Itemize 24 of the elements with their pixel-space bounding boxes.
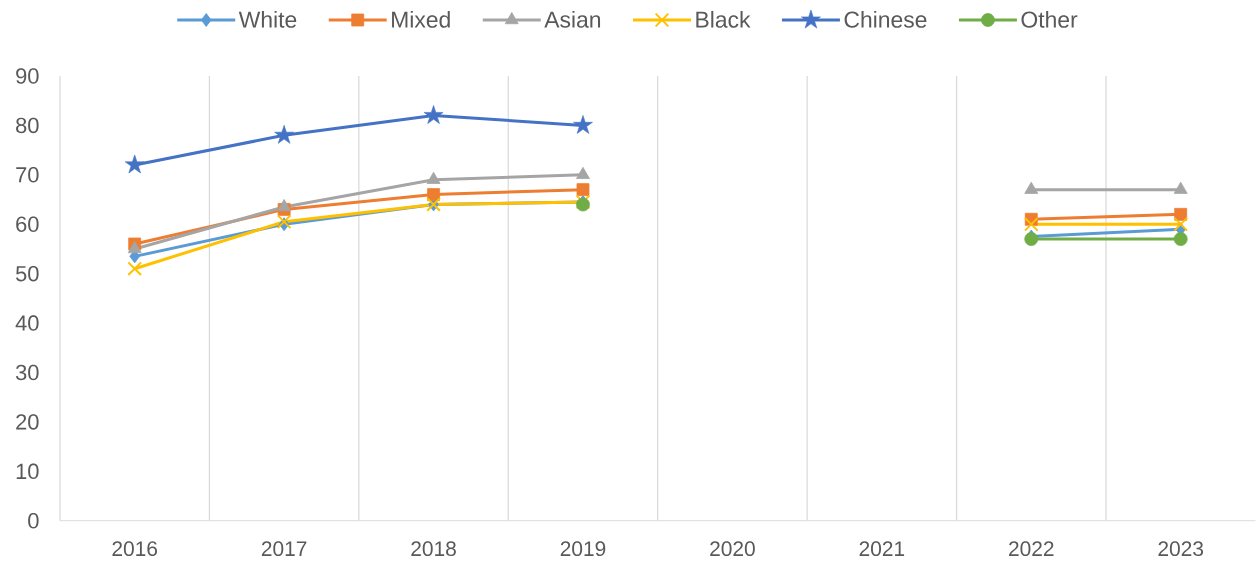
y-tick-label: 80 — [16, 117, 39, 134]
y-tick-label: 70 — [16, 167, 39, 183]
legend-label: Black — [696, 11, 751, 28]
y-tick-label: 90 — [16, 68, 39, 84]
x-tick-label: 2020 — [710, 541, 755, 557]
y-tick-label: 20 — [16, 414, 39, 430]
y-tick-label: 10 — [16, 463, 39, 480]
x-tick-label: 2018 — [411, 541, 456, 557]
y-tick-label: 40 — [15, 315, 39, 331]
x-tick-label: 2016 — [112, 541, 158, 557]
legend-label: Asian — [544, 11, 601, 28]
legend-label: Mixed — [392, 11, 450, 28]
y-tick-label: 60 — [16, 216, 39, 233]
x-tick-label: 2023 — [1158, 541, 1204, 557]
y-tick-label: 30 — [15, 364, 39, 381]
legend-label: White — [238, 11, 297, 28]
legend-label: Other — [1021, 11, 1078, 28]
x-tick-label: 2017 — [261, 541, 307, 557]
y-tick-label: 0 — [28, 513, 39, 529]
x-tick-label: 2022 — [1009, 541, 1054, 557]
x-tick-label: 2021 — [859, 541, 905, 557]
y-tick-label: 50 — [15, 266, 39, 282]
legend-label: Chinese — [844, 11, 927, 28]
x-tick-label: 2019 — [560, 541, 606, 557]
